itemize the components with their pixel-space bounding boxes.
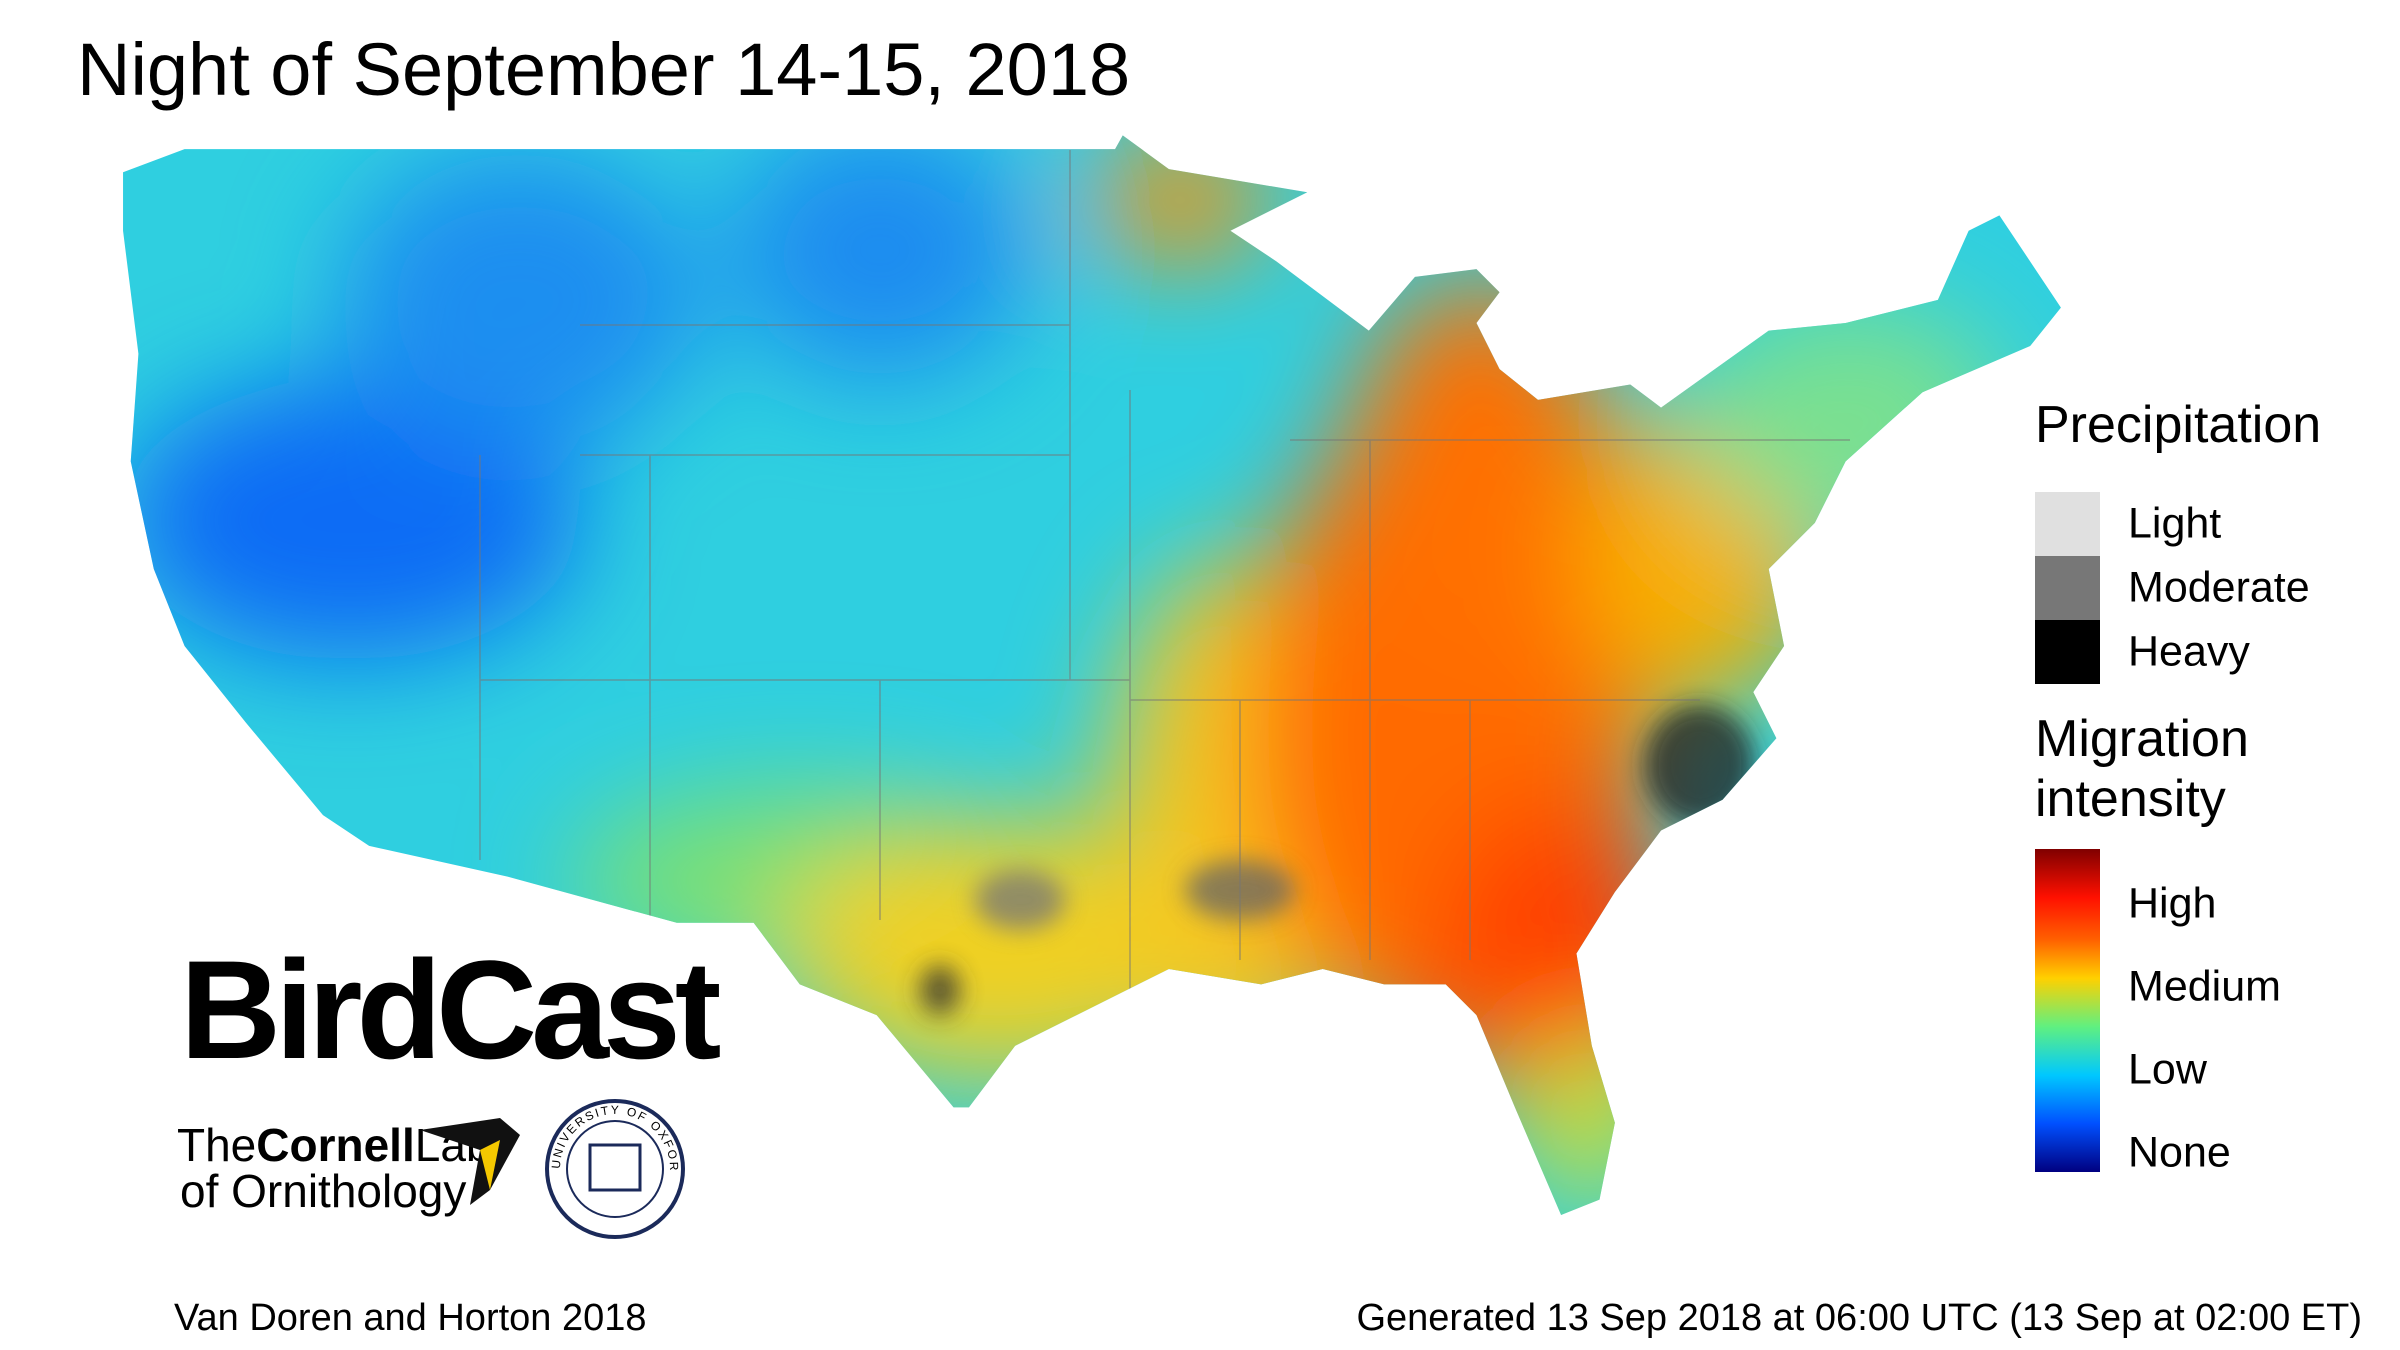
bird-icon-beak — [480, 1140, 500, 1190]
legend-label: None — [2128, 1128, 2231, 1176]
legend-label: Heavy — [2128, 627, 2250, 675]
precip-swatch — [2035, 492, 2100, 556]
cornell-sub: of Ornithology — [180, 1165, 466, 1217]
legend-label: Moderate — [2128, 563, 2310, 611]
footer-right: Generated 13 Sep 2018 at 06:00 UTC (13 S… — [1356, 1297, 2362, 1339]
cornell-the: The — [177, 1119, 256, 1171]
legend-label: High — [2128, 879, 2216, 927]
legend-label: Low — [2128, 1045, 2208, 1093]
title: Night of September 14-15, 2018 — [77, 28, 1130, 111]
legend-label: Medium — [2128, 962, 2281, 1010]
legend-label: Light — [2128, 499, 2221, 547]
cornell-name: Cornell — [256, 1119, 414, 1171]
cornell-logo: TheCornellLab — [177, 1119, 491, 1171]
migration-title: Migration — [2035, 710, 2249, 768]
precip-title: Precipitation — [2035, 396, 2321, 454]
footer-left: Van Doren and Horton 2018 — [174, 1297, 647, 1339]
migration-colorbar — [2035, 849, 2100, 1172]
bird-icon — [420, 1118, 520, 1205]
precip-legend: Light Moderate Heavy — [2035, 492, 2310, 684]
migration-title: intensity — [2035, 770, 2226, 828]
precip-swatch — [2035, 620, 2100, 684]
precip-swatch — [2035, 556, 2100, 620]
birdcast-logo: BirdCast — [180, 931, 720, 1088]
